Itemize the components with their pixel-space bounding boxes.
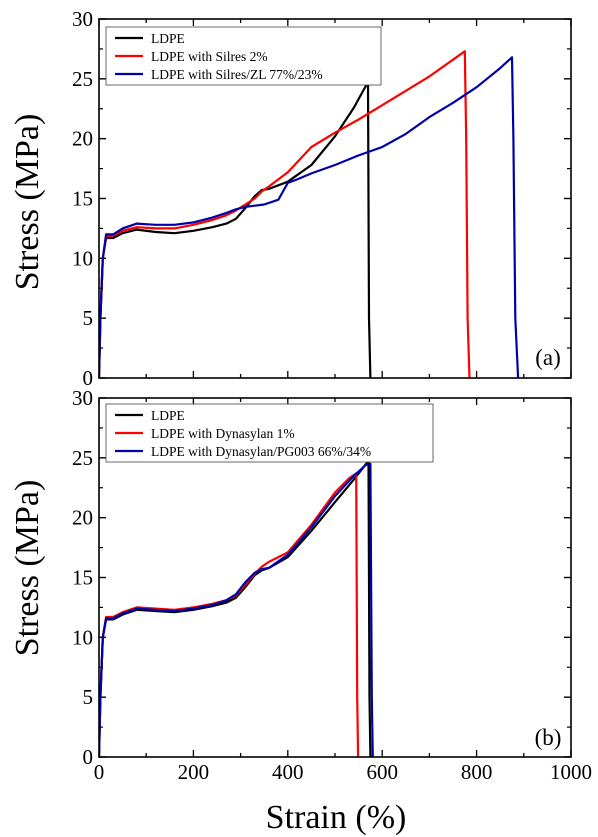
legend-entry: LDPE with Dynasylan/PG003 66%/34% — [151, 444, 371, 459]
y-tick-label: 0 — [83, 366, 94, 390]
series-line-2 — [99, 50, 471, 378]
x-tick-label: 600 — [366, 760, 398, 784]
panel-label: (a) — [535, 345, 561, 370]
panel-a: 0 5 10 15 20 25 30 LDPE LDPE with Silres 2% LDPE … — [72, 7, 572, 390]
legend: LDPE LDPE with Silres 2% LDPE with Silres/… — [105, 26, 382, 86]
legend: LDPE LDPE with Dynasylan 1% LDPE with Dyna… — [105, 403, 434, 463]
y-tick-label: 25 — [72, 67, 93, 91]
legend-entry: LDPE — [151, 31, 185, 46]
series-line-1 — [99, 81, 372, 378]
series-line-3 — [99, 462, 374, 757]
x-axis-label: Strain (%) — [266, 799, 407, 836]
y-tick-label: 0 — [83, 745, 94, 769]
y-axis-label: Stress (MPa) — [9, 114, 46, 291]
legend-box — [105, 403, 434, 463]
y-tick-label: 15 — [72, 566, 93, 590]
x-tick-label: 400 — [272, 760, 304, 784]
y-tick-label: 10 — [72, 246, 93, 270]
legend-entry: LDPE with Dynasylan 1% — [151, 426, 295, 441]
x-tick-label: 0 — [94, 760, 105, 784]
panel-b: 0 5 10 15 20 25 30 0 200 400 600 800 1000 LDPE LDPE wi… — [72, 386, 592, 784]
legend-entry: LDPE — [151, 408, 185, 423]
legend-box — [105, 26, 382, 86]
y-tick-label: 25 — [72, 446, 93, 470]
y-tick-label: 5 — [83, 685, 94, 709]
y-axis-label: Stress (MPa) — [9, 480, 46, 657]
x-tick-label: 800 — [461, 760, 493, 784]
y-tick-label: 15 — [72, 187, 93, 211]
y-tick-label: 30 — [72, 386, 93, 410]
x-tick-label: 1000 — [550, 760, 592, 784]
legend-entry: LDPE with Silres 2% — [151, 49, 268, 64]
y-tick-label: 5 — [83, 306, 94, 330]
series-group — [99, 460, 374, 757]
series-line-3 — [99, 56, 520, 378]
y-tick-label: 20 — [72, 506, 93, 530]
panel-label: (b) — [535, 725, 562, 750]
y-tick-label: 20 — [72, 127, 93, 151]
series-line-1 — [99, 460, 372, 757]
y-tick-label: 30 — [72, 7, 93, 31]
y-tick-label: 10 — [72, 625, 93, 649]
x-tick-label: 200 — [178, 760, 210, 784]
series-group — [99, 50, 520, 378]
legend-entry: LDPE with Silres/ZL 77%/23% — [151, 67, 323, 82]
